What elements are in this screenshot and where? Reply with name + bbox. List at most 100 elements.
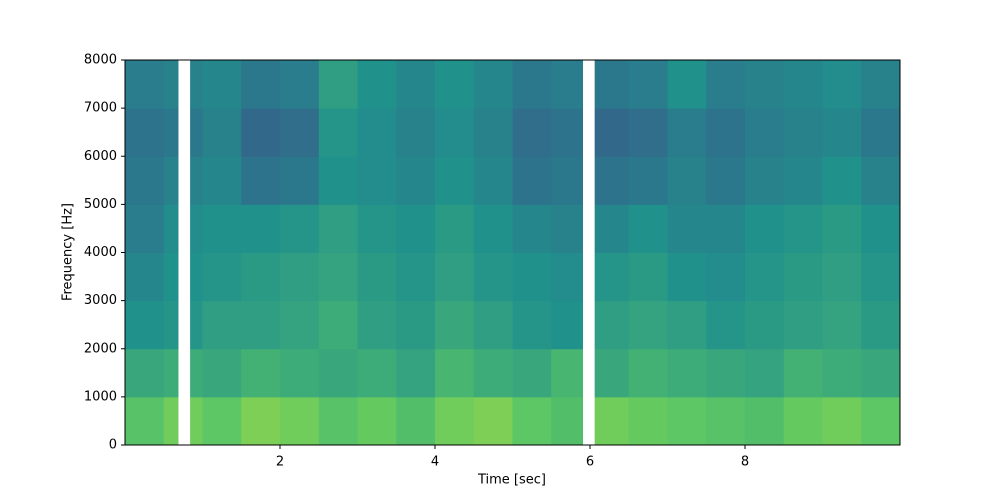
- silent-gap: [583, 60, 595, 445]
- cell: [628, 156, 668, 205]
- cell: [822, 396, 862, 446]
- cell: [473, 348, 513, 398]
- cell: [435, 396, 475, 446]
- cell: [512, 108, 552, 157]
- cell: [435, 108, 475, 157]
- cell: [861, 204, 901, 253]
- cell: [473, 252, 513, 302]
- cell: [280, 396, 320, 446]
- cell: [202, 396, 242, 446]
- x-tick-label: 4: [431, 455, 439, 470]
- cell: [861, 252, 901, 302]
- cell: [822, 108, 862, 157]
- cell: [202, 156, 242, 205]
- cell: [861, 348, 901, 398]
- heatmap: [125, 60, 901, 446]
- cell: [357, 156, 397, 205]
- cell: [280, 156, 320, 205]
- y-tick-label: 7000: [84, 101, 117, 116]
- cell: [783, 108, 823, 157]
- cell: [822, 156, 862, 205]
- cell: [783, 156, 823, 205]
- cell: [512, 396, 552, 446]
- cell: [357, 300, 397, 350]
- cell: [783, 348, 823, 398]
- cell: [125, 108, 165, 157]
- cell: [396, 396, 436, 446]
- cell: [745, 108, 785, 157]
- y-tick-label: 2000: [84, 341, 117, 356]
- cell: [822, 252, 862, 302]
- cell: [628, 396, 668, 446]
- cell: [241, 348, 281, 398]
- y-tick-label: 3000: [84, 293, 117, 308]
- cell: [396, 348, 436, 398]
- y-tick-label: 8000: [84, 53, 117, 68]
- cell: [706, 252, 746, 302]
- cell: [473, 396, 513, 446]
- cell: [280, 252, 320, 302]
- cell: [706, 60, 746, 109]
- cell: [396, 108, 436, 157]
- cell: [357, 204, 397, 253]
- cell: [667, 348, 707, 398]
- y-tick-label: 5000: [84, 197, 117, 212]
- cell: [396, 156, 436, 205]
- cell: [590, 204, 630, 253]
- cell: [783, 204, 823, 253]
- cell: [861, 396, 901, 446]
- x-tick-label: 6: [586, 455, 594, 470]
- cell: [202, 300, 242, 350]
- cell: [280, 60, 320, 109]
- cell: [706, 108, 746, 157]
- cell: [202, 204, 242, 253]
- cell: [628, 204, 668, 253]
- cell: [628, 108, 668, 157]
- cell: [435, 348, 475, 398]
- cell: [473, 156, 513, 205]
- cell: [357, 108, 397, 157]
- cell: [822, 300, 862, 350]
- cell: [280, 204, 320, 253]
- y-tick-label: 1000: [84, 389, 117, 404]
- cell: [590, 300, 630, 350]
- y-tick-label: 0: [109, 438, 117, 453]
- cell: [202, 348, 242, 398]
- cell: [125, 156, 165, 205]
- cell: [628, 300, 668, 350]
- cell: [628, 252, 668, 302]
- cell: [125, 300, 165, 350]
- cell: [125, 396, 165, 446]
- cell: [667, 156, 707, 205]
- cell: [745, 60, 785, 109]
- cell: [396, 60, 436, 109]
- cell: [396, 300, 436, 350]
- cell: [318, 396, 358, 446]
- cell: [783, 60, 823, 109]
- cell: [241, 60, 281, 109]
- cell: [822, 204, 862, 253]
- cell: [745, 204, 785, 253]
- cell: [745, 348, 785, 398]
- cell: [473, 204, 513, 253]
- cell: [590, 156, 630, 205]
- x-axis-label: Time [sec]: [477, 473, 546, 488]
- cell: [861, 156, 901, 205]
- cell: [822, 348, 862, 398]
- cell: [745, 156, 785, 205]
- cell: [318, 300, 358, 350]
- cell: [280, 348, 320, 398]
- cell: [125, 252, 165, 302]
- cell: [512, 156, 552, 205]
- cell: [241, 204, 281, 253]
- cell: [280, 108, 320, 157]
- cell: [125, 204, 165, 253]
- cell: [202, 252, 242, 302]
- y-axis-label: Frequency [Hz]: [61, 203, 76, 301]
- cell: [357, 252, 397, 302]
- cell: [318, 348, 358, 398]
- cell: [512, 204, 552, 253]
- cell: [125, 348, 165, 398]
- y-tick-label: 6000: [84, 149, 117, 164]
- cell: [473, 108, 513, 157]
